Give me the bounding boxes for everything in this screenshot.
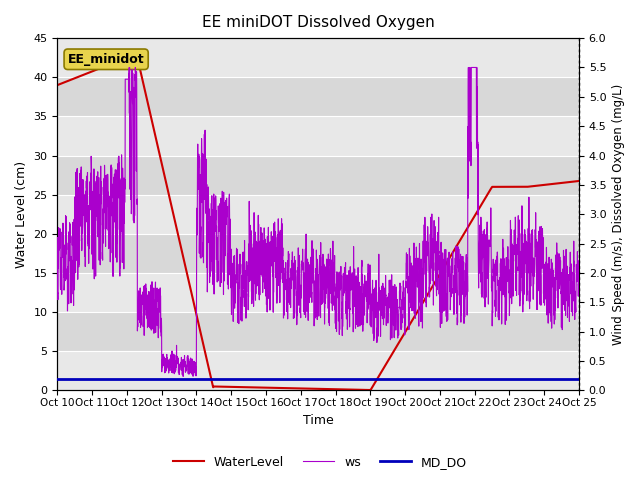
MD_DO <box>364 376 372 382</box>
WaterLevel <box>483 192 491 198</box>
ws <box>565 297 573 302</box>
ws <box>509 247 516 253</box>
Bar <box>58 273 579 312</box>
Bar <box>58 234 579 273</box>
WaterLevel <box>54 82 61 88</box>
ws <box>179 373 187 379</box>
WaterLevel <box>365 387 372 393</box>
Bar <box>58 351 579 390</box>
WaterLevel <box>302 386 310 392</box>
Y-axis label: Water Level (cm): Water Level (cm) <box>15 161 28 268</box>
X-axis label: Time: Time <box>303 414 333 427</box>
MD_DO <box>493 376 501 382</box>
Legend: WaterLevel, ws, MD_DO: WaterLevel, ws, MD_DO <box>168 451 472 474</box>
Bar <box>58 38 579 77</box>
ws <box>113 259 121 265</box>
MD_DO <box>575 376 583 382</box>
WaterLevel <box>337 386 344 392</box>
Bar <box>58 195 579 234</box>
Y-axis label: Wind Speed (m/s), Dissolved Oxygen (mg/L): Wind Speed (m/s), Dissolved Oxygen (mg/L… <box>612 84 625 345</box>
MD_DO <box>55 376 63 382</box>
MD_DO <box>362 376 370 382</box>
WaterLevel <box>124 55 131 60</box>
Bar <box>58 312 579 351</box>
ws <box>54 235 61 240</box>
ws <box>575 280 583 286</box>
WaterLevel <box>305 386 313 392</box>
ws <box>254 240 262 246</box>
WaterLevel <box>564 180 572 185</box>
WaterLevel <box>575 178 583 184</box>
Line: ws: ws <box>58 68 579 376</box>
Title: EE miniDOT Dissolved Oxygen: EE miniDOT Dissolved Oxygen <box>202 15 435 30</box>
ws <box>276 278 284 284</box>
MD_DO <box>54 376 61 382</box>
Bar <box>58 77 579 116</box>
Text: EE_minidot: EE_minidot <box>68 53 145 66</box>
MD_DO <box>372 376 380 382</box>
ws <box>144 292 152 298</box>
ws <box>125 65 133 71</box>
Bar <box>58 116 579 156</box>
MD_DO <box>526 376 534 382</box>
Bar <box>58 156 579 195</box>
Line: WaterLevel: WaterLevel <box>58 58 579 390</box>
WaterLevel <box>366 387 374 393</box>
